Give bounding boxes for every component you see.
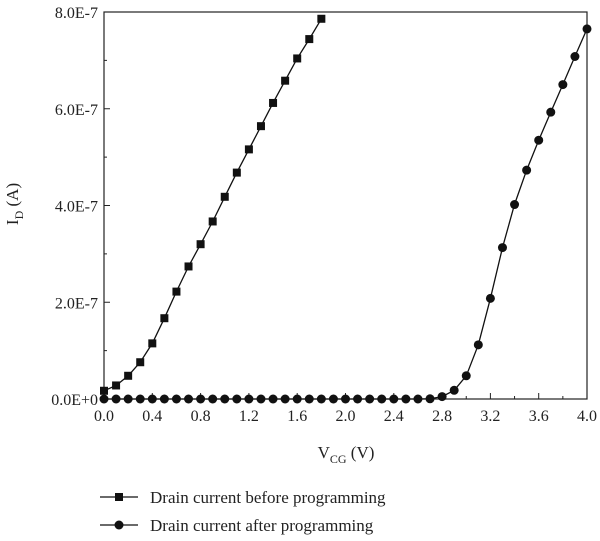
square-marker (184, 262, 193, 271)
circle-marker (268, 394, 278, 404)
legend-circle-marker (114, 520, 124, 530)
x-tick-label: 0.8 (191, 408, 211, 425)
legend-label: Drain current after programming (150, 516, 374, 535)
legend-item: Drain current after programming (100, 516, 374, 535)
circle-marker (546, 107, 556, 117)
x-tick-label: 4.0 (577, 408, 597, 425)
series-2 (99, 24, 592, 404)
square-marker (317, 14, 326, 23)
circle-marker (473, 340, 483, 350)
y-tick-label: 4.0E-7 (55, 199, 98, 216)
x-axis-title-main: V (318, 443, 331, 462)
circle-marker (184, 394, 194, 404)
square-marker (305, 35, 314, 44)
circle-marker (449, 385, 459, 395)
square-marker (244, 145, 253, 154)
circle-marker (510, 200, 520, 210)
circle-marker (135, 394, 145, 404)
x-tick-label: 3.6 (529, 408, 549, 425)
x-tick-label: 2.8 (432, 408, 452, 425)
square-marker (124, 371, 133, 380)
circle-marker (208, 394, 218, 404)
circle-marker (256, 394, 266, 404)
y-axis-title-main: I (3, 219, 22, 225)
square-marker (196, 240, 205, 249)
axes: 0.0 0.4 0.8 1.2 1.6 2.0 2.4 2.8 3.2 3.6 4.0 0.0E+0 2… (51, 5, 597, 425)
circle-marker (220, 394, 230, 404)
circle-marker (292, 394, 302, 404)
x-axis-title-unit: (V) (347, 443, 375, 462)
circle-marker (280, 394, 290, 404)
square-marker (232, 168, 241, 177)
y-axis-title-subscript: D (12, 210, 26, 219)
circle-marker (147, 394, 157, 404)
x-tick-label: 2.4 (384, 408, 404, 425)
square-marker (208, 217, 217, 226)
x-axis-title-subscript: CG (330, 452, 347, 466)
legend-label: Drain current before programming (150, 488, 386, 507)
x-tick-label: 0.0 (94, 408, 114, 425)
legend-square-marker (115, 493, 123, 501)
circle-marker (534, 135, 544, 145)
x-tick-label: 0.4 (142, 408, 162, 425)
circle-marker (389, 394, 399, 404)
series-line (104, 28, 588, 400)
circle-marker (485, 293, 495, 303)
circle-marker (159, 394, 169, 404)
legend: Drain current before programming Drain cu… (100, 488, 386, 535)
square-marker (269, 98, 278, 107)
circle-marker (111, 394, 121, 404)
circle-marker (401, 394, 411, 404)
circle-marker (341, 394, 350, 404)
circle-marker (365, 394, 375, 404)
series-1 (100, 14, 326, 395)
circle-marker (558, 80, 568, 90)
circle-marker (413, 394, 423, 404)
circle-marker (437, 392, 447, 402)
circle-marker (425, 394, 435, 404)
circle-marker (304, 394, 314, 404)
square-marker (112, 381, 121, 390)
circle-marker (497, 243, 507, 253)
square-marker (148, 339, 157, 348)
y-axis-title: ID (A) (3, 183, 26, 225)
circle-marker (244, 394, 254, 404)
square-marker (293, 54, 302, 63)
circle-marker (196, 394, 206, 404)
y-tick-label: 0.0E+0 (51, 392, 98, 409)
square-marker (281, 76, 290, 85)
y-tick-label: 6.0E-7 (55, 102, 98, 119)
square-marker (220, 192, 229, 201)
square-marker (256, 122, 265, 131)
circle-marker (171, 394, 181, 404)
circle-marker (328, 394, 338, 404)
square-marker (100, 386, 108, 395)
circle-marker (99, 394, 109, 404)
square-marker (160, 314, 169, 323)
circle-marker (377, 394, 387, 404)
x-tick-label: 1.6 (287, 408, 307, 425)
circle-marker (316, 394, 326, 404)
circle-marker (570, 52, 580, 62)
circle-marker (353, 394, 363, 404)
series-line (103, 18, 322, 392)
y-tick-label: 8.0E-7 (55, 5, 98, 22)
y-tick-label: 2.0E-7 (55, 295, 98, 312)
circle-marker (522, 165, 532, 175)
y-axis-title-unit: (A) (3, 183, 22, 211)
circle-marker (232, 394, 242, 404)
x-axis-title: VCG (V) (318, 443, 375, 466)
legend-item: Drain current before programming (100, 488, 386, 507)
circle-marker (582, 24, 592, 34)
x-tick-label: 1.2 (239, 408, 259, 425)
square-marker (136, 358, 145, 367)
x-tick-label: 3.2 (480, 408, 500, 425)
circle-marker (123, 394, 133, 404)
square-marker (172, 287, 181, 296)
plot-series (99, 14, 592, 404)
circle-marker (461, 371, 471, 381)
x-tick-label: 2.0 (336, 408, 356, 425)
